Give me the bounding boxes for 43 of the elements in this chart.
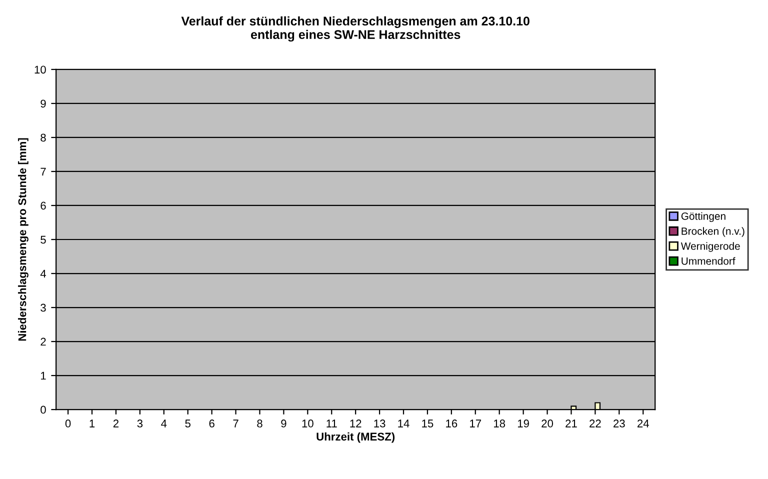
x-tick-label: 22	[590, 420, 601, 428]
x-tick-label: 23	[614, 420, 625, 428]
y-axis-title: Niederschlagsmenge pro Stunde [mm]	[18, 138, 28, 341]
x-tick-label: 9	[281, 420, 286, 428]
x-tick-label: 4	[161, 420, 167, 428]
x-tick-label: 1	[90, 420, 95, 428]
y-tick-label: 2	[40, 338, 46, 346]
x-tick-label: 24	[638, 420, 649, 428]
x-tick-label: 12	[350, 420, 362, 428]
y-tick-label: 1	[41, 372, 46, 380]
x-tick-label: 11	[326, 420, 337, 428]
x-tick-label: 3	[137, 420, 143, 428]
x-tick-label: 19	[518, 420, 529, 428]
y-tick-label: 0	[40, 406, 46, 414]
legend-label: Ummendorf	[682, 257, 736, 265]
y-tick-label: 10	[34, 66, 46, 74]
x-tick-label: 10	[302, 420, 314, 428]
x-tick-label: 17	[470, 420, 482, 428]
chart-title: Verlauf der stündlichen Niederschlagsmengen am 23.10.10 entlang eines SW-NE Harzschnittes	[181, 16, 530, 42]
y-tick-label: 5	[40, 236, 46, 244]
x-tick-label: 16	[446, 420, 458, 428]
x-tick-label: 15	[422, 420, 434, 428]
x-tick-label: 0	[65, 420, 71, 428]
x-tick-label: 6	[209, 420, 214, 428]
y-tick-label: 4	[40, 270, 46, 278]
x-tick-label: 13	[374, 420, 386, 428]
y-tick-label: 9	[40, 100, 46, 108]
x-tick-label: 8	[257, 420, 262, 428]
y-tick-label: 6	[40, 202, 46, 210]
y-tick-label: 7	[40, 168, 46, 176]
x-tick-label: 2	[113, 420, 118, 428]
x-tick-label: 14	[398, 420, 410, 428]
x-tick-label: 7	[233, 420, 238, 428]
legend-label: Göttingen	[681, 212, 726, 222]
x-tick-label: 18	[494, 420, 506, 428]
legend-label: Wernigerode	[680, 242, 740, 252]
y-tick-label: 8	[40, 134, 46, 142]
x-tick-label: 21	[566, 420, 577, 428]
x-tick-label: 5	[185, 420, 190, 428]
legend-label: Brocken (n.v.)	[682, 227, 744, 237]
x-tick-label: 20	[542, 420, 554, 428]
x-axis-title: Uhrzeit (MESZ)	[316, 432, 395, 443]
y-tick-label: 3	[40, 304, 46, 312]
